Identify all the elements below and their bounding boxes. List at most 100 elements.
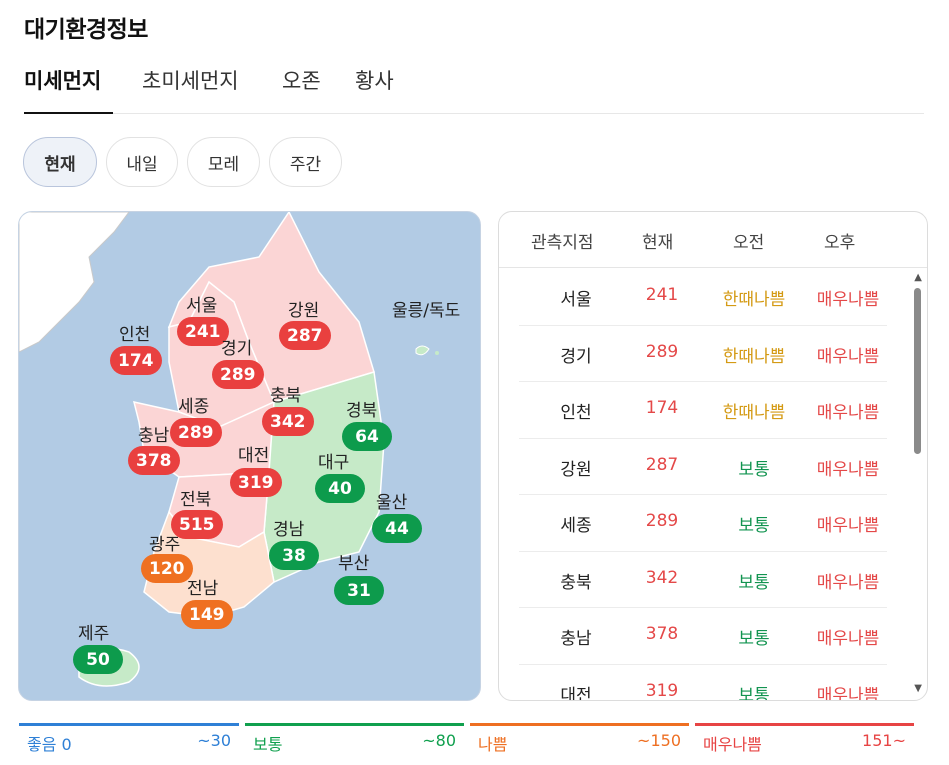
legend-color-bar	[245, 723, 464, 726]
legend-label: 매우나쁨	[703, 735, 762, 754]
afternoon-forecast: 매우나쁨	[816, 629, 880, 649]
afternoon-forecast: 매우나쁨	[816, 459, 880, 480]
region-value-badge[interactable]: 64	[342, 422, 392, 451]
legend-normal: 보통 ~80	[245, 723, 464, 754]
region-value-badge[interactable]: 149	[181, 600, 233, 629]
morning-forecast: 보통	[738, 572, 770, 593]
station-name: 세종	[560, 516, 592, 536]
region-value-badge[interactable]: 40	[315, 474, 365, 503]
table-header: 관측지점 현재 오전 오후	[499, 212, 927, 268]
morning-forecast: 보통	[738, 629, 770, 649]
afternoon-forecast: 매우나쁨	[816, 516, 880, 536]
table-row[interactable]: 충북 342 보통 매우나쁨	[519, 552, 887, 608]
region-label: 전남	[187, 579, 219, 599]
table-row[interactable]: 인천 174 한때나쁨 매우나쁨	[519, 382, 887, 439]
region-value-badge[interactable]: 241	[177, 317, 229, 346]
tab-ozone[interactable]: 오존	[282, 69, 321, 93]
current-value: 287	[645, 454, 679, 475]
region-label: 울릉/독도	[392, 301, 461, 321]
legend-color-bar	[470, 723, 689, 726]
table-row[interactable]: 경기 289 한때나쁨 매우나쁨	[519, 326, 887, 382]
north-korea-region	[19, 212, 130, 353]
legend-label: 보통	[253, 735, 283, 754]
table-row[interactable]: 강원 287 보통 매우나쁨	[519, 439, 887, 495]
current-value: 289	[645, 341, 679, 362]
table-row[interactable]: 세종 289 보통 매우나쁨	[519, 495, 887, 552]
current-value: 378	[645, 624, 679, 644]
morning-forecast: 보통	[738, 685, 770, 701]
region-value-badge[interactable]: 31	[334, 576, 384, 605]
ulleung-island	[415, 345, 430, 356]
filter-now-button[interactable]: 현재	[23, 137, 97, 187]
current-value: 174	[645, 398, 679, 418]
region-label: 서울	[186, 296, 218, 316]
table-row[interactable]: 서울 241 한때나쁨 매우나쁨	[519, 269, 887, 326]
scroll-up-arrow-icon[interactable]: ▲	[914, 272, 922, 283]
region-value-badge[interactable]: 38	[269, 541, 319, 570]
active-tab-indicator	[24, 112, 113, 114]
morning-forecast: 한때나쁨	[722, 403, 786, 423]
current-value: 342	[645, 567, 679, 588]
region-label: 부산	[338, 554, 370, 574]
filter-day-after-button[interactable]: 모레	[187, 137, 260, 187]
morning-forecast: 보통	[738, 459, 770, 480]
region-value-badge[interactable]: 289	[212, 360, 264, 389]
afternoon-forecast: 매우나쁨	[816, 290, 880, 310]
region-value-badge[interactable]: 120	[141, 554, 193, 583]
afternoon-forecast: 매우나쁨	[816, 685, 880, 701]
legend-color-bar	[695, 723, 914, 726]
region-value-badge[interactable]: 287	[279, 321, 331, 350]
region-value-badge[interactable]: 44	[372, 514, 422, 543]
region-value-badge[interactable]: 289	[170, 418, 222, 447]
region-label: 제주	[78, 624, 110, 644]
station-name: 경기	[560, 346, 592, 367]
current-value: 319	[645, 680, 679, 701]
column-header-afternoon: 오후	[824, 233, 856, 253]
station-name: 충북	[560, 572, 592, 593]
morning-forecast: 한때나쁨	[722, 346, 786, 367]
region-label: 경기	[221, 339, 253, 359]
column-header-station: 관측지점	[531, 233, 594, 253]
station-name: 충남	[560, 629, 592, 649]
region-value-badge[interactable]: 174	[110, 346, 162, 375]
region-value-badge[interactable]: 319	[230, 468, 282, 497]
region-label: 인천	[119, 325, 151, 345]
scrollbar-thumb[interactable]	[914, 288, 921, 454]
station-name: 대전	[560, 685, 592, 701]
region-value-badge[interactable]: 515	[171, 510, 223, 539]
filter-weekly-button[interactable]: 주간	[269, 137, 342, 187]
legend-range: ~80	[422, 731, 456, 750]
dokdo-island	[435, 351, 439, 355]
afternoon-forecast: 매우나쁨	[816, 346, 880, 367]
scroll-down-arrow-icon[interactable]: ▼	[914, 683, 922, 694]
table-row[interactable]: 충남 378 보통 매우나쁨	[519, 608, 887, 665]
filter-tomorrow-button[interactable]: 내일	[106, 137, 178, 187]
current-value: 289	[645, 511, 679, 531]
table-row[interactable]: 대전 319 보통 매우나쁨	[519, 665, 887, 701]
tab-ultrafine-dust[interactable]: 초미세먼지	[142, 69, 239, 93]
page-title: 대기환경정보	[24, 17, 148, 43]
legend-good: 좋음 0 ~30	[19, 723, 239, 754]
tab-yellow-dust[interactable]: 황사	[355, 69, 394, 93]
legend-range: ~30	[197, 731, 231, 750]
legend-range: ~150	[637, 731, 681, 750]
legend-range: 151~	[862, 731, 906, 750]
region-value-badge[interactable]: 342	[262, 407, 314, 436]
legend-very-bad: 매우나쁨 151~	[695, 723, 914, 754]
tab-fine-dust[interactable]: 미세먼지	[24, 69, 102, 93]
region-value-badge[interactable]: 378	[128, 446, 180, 475]
column-header-now: 현재	[642, 233, 674, 253]
region-label: 세종	[178, 397, 210, 417]
table-body[interactable]: 서울 241 한때나쁨 매우나쁨 경기 289 한때나쁨 매우나쁨 인천 174…	[519, 269, 887, 701]
station-name: 서울	[560, 290, 592, 310]
region-label: 대구	[318, 453, 350, 473]
morning-forecast: 보통	[738, 516, 770, 536]
afternoon-forecast: 매우나쁨	[816, 572, 880, 593]
legend-bad: 나쁨 ~150	[470, 723, 689, 754]
region-label: 전북	[180, 490, 212, 510]
station-name: 강원	[560, 459, 592, 480]
region-label: 대전	[238, 446, 270, 466]
region-value-badge[interactable]: 50	[73, 645, 123, 674]
station-table-panel: 관측지점 현재 오전 오후 서울 241 한때나쁨 매우나쁨 경기 289 한때…	[498, 211, 928, 701]
current-value: 241	[645, 285, 679, 305]
